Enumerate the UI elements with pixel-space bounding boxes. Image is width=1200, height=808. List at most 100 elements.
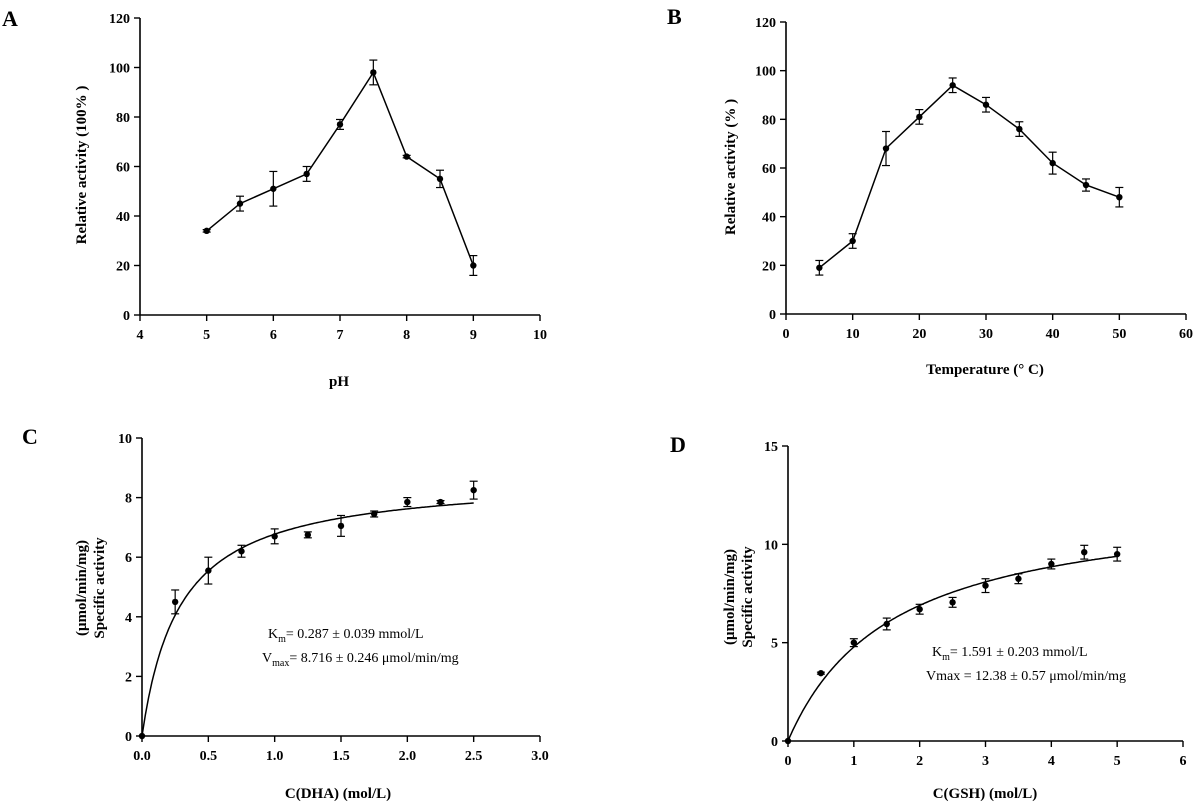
y-axis-title: Relative activity (% ) <box>723 99 739 235</box>
series-line <box>206 70 475 266</box>
data-point <box>436 175 444 183</box>
data-point <box>982 582 989 589</box>
fit-curve <box>141 502 474 737</box>
data-point <box>1015 575 1022 582</box>
data-point <box>238 548 245 555</box>
y-tick-label: 100 <box>109 62 130 77</box>
x-tick-label: 5 <box>203 328 210 343</box>
x-tick-label: 0 <box>785 754 792 769</box>
data-point <box>949 599 956 606</box>
y-tick-label: 60 <box>116 161 130 176</box>
chart-panel-d: D C(GSH) (mol/L) Specific activity (μmol… <box>670 432 1187 802</box>
x-tick-label: 20 <box>912 327 926 342</box>
data-point <box>205 567 212 574</box>
data-point <box>171 598 179 606</box>
x-tick-label: 1.5 <box>332 749 350 764</box>
y-tick-label: 40 <box>762 211 776 226</box>
data-point <box>336 121 344 128</box>
y-tick-label: 120 <box>109 12 130 27</box>
x-axis-title: C(GSH) (mol/L) <box>933 786 1038 802</box>
x-tick-label: 6 <box>270 328 277 343</box>
x-tick-label: 1.0 <box>266 749 284 764</box>
data-point <box>916 606 923 613</box>
chart-panel-b: B Temperature (° C) Relative activity (%… <box>667 4 1193 378</box>
x-axis-title: pH <box>329 374 349 390</box>
data-point <box>337 522 345 530</box>
x-tick-label: 0.0 <box>133 749 151 764</box>
chart-panel-a: A pH Relative activity (100% ) 0 20 40 60 80… <box>2 6 547 390</box>
y-tick-label: 60 <box>762 162 776 177</box>
data-point <box>982 101 990 108</box>
data-point <box>437 498 444 506</box>
x-axis-title: C(DHA) (mol/L) <box>285 786 391 802</box>
data-point <box>949 82 956 89</box>
x-tick-label: 0 <box>783 327 790 342</box>
x-tick-label: 50 <box>1112 327 1126 342</box>
data-point <box>1016 125 1023 133</box>
y-tick-label: 80 <box>762 113 776 128</box>
data-point <box>916 113 923 121</box>
panel-letter: C <box>22 424 38 449</box>
data-point <box>370 69 377 76</box>
data-point <box>404 498 411 506</box>
panel-letter: B <box>667 4 682 29</box>
y-axis-title-line1: Specific activity <box>92 537 108 639</box>
x-tick-label: 40 <box>1046 327 1060 342</box>
data-point <box>303 170 310 178</box>
y-axis-title-line1: Specific activity <box>740 546 756 648</box>
x-tick-label: 7 <box>337 328 344 343</box>
x-axis-title: Temperature (° C) <box>926 362 1044 378</box>
data-point <box>883 620 890 628</box>
data-point <box>236 200 244 207</box>
panel-letter: A <box>2 6 18 31</box>
data-point <box>271 533 278 540</box>
y-tick-label: 20 <box>762 259 776 274</box>
x-tick-label: 10 <box>533 328 547 343</box>
data-point <box>470 262 477 269</box>
km-annotation: Km= 1.591 ± 0.203 mmol/L <box>932 645 1088 663</box>
y-tick-label: 0 <box>771 735 778 750</box>
panel-letter: D <box>670 432 686 457</box>
x-tick-label: 30 <box>979 327 993 342</box>
data-point <box>370 510 378 518</box>
y-tick-label: 0 <box>123 309 130 324</box>
data-point <box>817 669 825 677</box>
x-tick-label: 5 <box>1114 754 1121 769</box>
x-tick-label: 60 <box>1179 327 1193 342</box>
y-tick-label: 15 <box>764 440 778 455</box>
data-point <box>1113 550 1121 558</box>
data-point <box>1049 159 1056 167</box>
data-point <box>203 227 210 235</box>
data-point <box>470 486 477 494</box>
y-axis-title-line2: (μmol/min/mg) <box>722 549 738 645</box>
y-tick-label: 2 <box>125 670 132 685</box>
data-point <box>403 153 410 160</box>
data-point <box>1082 181 1090 189</box>
data-point <box>849 237 856 245</box>
data-point <box>138 732 146 740</box>
x-tick-label: 2.0 <box>399 749 417 764</box>
fit-curve <box>787 555 1118 742</box>
x-tick-label: 1 <box>850 754 857 769</box>
x-tick-label: 8 <box>403 328 410 343</box>
x-tick-label: 9 <box>470 328 477 343</box>
y-tick-label: 80 <box>116 111 130 126</box>
y-tick-label: 40 <box>116 210 130 225</box>
y-tick-label: 8 <box>125 492 132 507</box>
x-tick-label: 0.5 <box>200 749 218 764</box>
data-point <box>304 531 312 539</box>
x-tick-label: 3 <box>982 754 989 769</box>
y-tick-label: 120 <box>755 16 776 31</box>
data-point <box>784 737 792 745</box>
y-tick-label: 0 <box>769 308 776 323</box>
y-tick-label: 10 <box>764 538 778 553</box>
data-point <box>1081 549 1088 556</box>
data-point <box>816 264 823 271</box>
series-line <box>818 84 1120 269</box>
y-axis-title-line2: (μmol/min/mg) <box>74 540 90 636</box>
y-axis-title: Relative activity (100% ) <box>74 86 90 245</box>
y-tick-label: 10 <box>118 432 132 447</box>
x-tick-label: 3.0 <box>531 749 549 764</box>
km-annotation: Km= 0.287 ± 0.039 mmol/L <box>268 627 424 645</box>
